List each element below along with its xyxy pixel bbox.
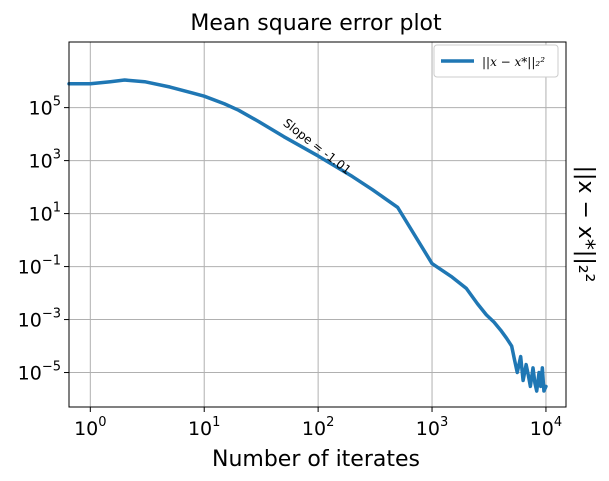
x-tick-label: 100 (74, 415, 106, 440)
y-tick-label: 10−1 (18, 254, 61, 279)
series-line (67, 78, 548, 393)
legend-label: ||x − x*||₂² (482, 55, 545, 69)
y-tick-base: 10 (18, 363, 42, 385)
y-tick-base: 10 (18, 257, 42, 279)
y-tick-label: 10−3 (18, 307, 61, 332)
y-tick-label: 101 (29, 201, 61, 226)
x-tick-exponent: 2 (326, 415, 334, 430)
x-tick-base: 10 (302, 418, 326, 440)
x-tick-label: 101 (188, 415, 220, 440)
x-tick-label: 103 (416, 415, 448, 440)
y-tick-exponent: −1 (42, 254, 61, 269)
y-tick-label: 105 (29, 95, 61, 120)
x-tick-base: 10 (530, 418, 554, 440)
y-axis-label: ||x − x*||₂² (573, 166, 598, 283)
x-tick-label: 102 (302, 415, 334, 440)
y-tick-exponent: 3 (53, 148, 61, 163)
grid (69, 42, 566, 407)
y-tick-exponent: 1 (53, 201, 61, 216)
y-tick-exponent: 5 (53, 95, 61, 110)
x-tick-label: 104 (530, 415, 562, 440)
x-tick-base: 10 (74, 418, 98, 440)
y-tick-base: 10 (29, 204, 53, 226)
y-tick-base: 10 (29, 98, 53, 120)
y-tick-exponent: −3 (42, 307, 61, 322)
series-layer (67, 78, 548, 393)
x-tick-base: 10 (188, 418, 212, 440)
y-tick-base: 10 (18, 310, 42, 332)
y-tick-exponent: −5 (42, 360, 61, 375)
legend-box (433, 44, 559, 78)
y-tick-label: 10−5 (18, 360, 61, 385)
x-tick-exponent: 3 (440, 415, 448, 430)
x-axis-label: Number of iterates (212, 447, 420, 472)
legend: ||x − x*||₂² (433, 44, 559, 78)
chart-title: Mean square error plot (190, 11, 442, 36)
y-tick-label: 103 (29, 148, 61, 173)
x-tick-exponent: 0 (98, 415, 106, 430)
x-tick-exponent: 1 (212, 415, 220, 430)
x-axis-ticks: 100 101 102 103 104 (74, 407, 562, 440)
x-tick-exponent: 4 (554, 415, 562, 430)
plot-frame (68, 41, 567, 408)
y-tick-base: 10 (29, 151, 53, 173)
slope-annotation: Slope = -1.01 (281, 116, 354, 178)
x-tick-base: 10 (416, 418, 440, 440)
